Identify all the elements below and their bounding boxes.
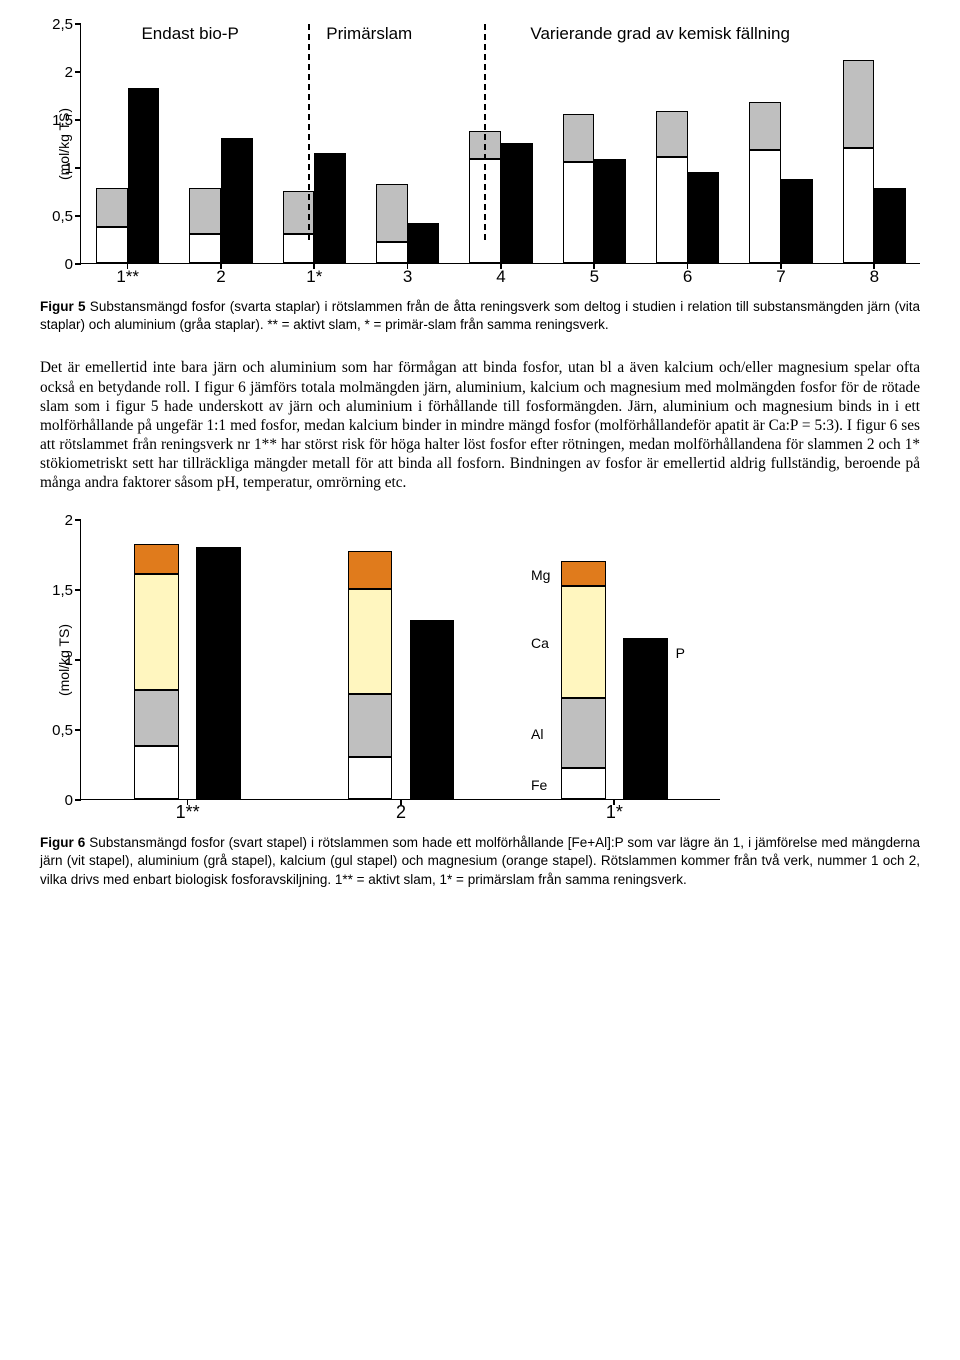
bar-segment — [410, 620, 455, 799]
y-tick-label: 1,5 — [41, 112, 73, 129]
bar-segment — [563, 162, 595, 263]
figure-6-chart: (mol/kg TS) 00,511,521**21*MgCaAlFeP — [80, 520, 720, 800]
y-tick-label: 0 — [41, 792, 73, 809]
chart-annotation: Varierande grad av kemisk fällning — [530, 24, 790, 44]
bar-segment — [314, 153, 346, 263]
bar-segment — [501, 143, 533, 263]
bar-segment — [348, 589, 393, 694]
divider-dashed — [308, 24, 310, 240]
bar-segment — [134, 690, 179, 746]
legend-label: Mg — [531, 567, 550, 583]
y-tick-label: 2 — [41, 512, 73, 529]
bar-segment — [408, 223, 440, 263]
x-tick-label: 1* — [606, 802, 623, 823]
bar-segment — [189, 188, 221, 234]
y-tick-label: 1 — [41, 652, 73, 669]
chart-annotation: Endast bio-P — [141, 24, 238, 44]
bar-segment — [688, 172, 720, 263]
bar-segment — [348, 757, 393, 799]
bar-segment — [561, 586, 606, 698]
x-tick-label: 5 — [590, 267, 599, 287]
figure-6-caption: Figur 6 Substansmängd fosfor (svart stap… — [40, 834, 920, 889]
bar-segment — [189, 234, 221, 263]
bar-segment — [561, 768, 606, 799]
bar-segment — [656, 157, 688, 263]
bar-segment — [376, 242, 408, 263]
y-tick-label: 1,5 — [41, 582, 73, 599]
bar-segment — [96, 227, 128, 263]
legend-label: Ca — [531, 635, 549, 651]
bar-segment — [843, 148, 875, 263]
x-tick-label: 2 — [396, 802, 406, 823]
bar-segment — [656, 111, 688, 157]
bar-segment — [348, 551, 393, 589]
y-tick-label: 0,5 — [41, 208, 73, 225]
y-tick-label: 0 — [41, 256, 73, 273]
legend-label: Fe — [531, 777, 547, 793]
bar-segment — [376, 184, 408, 242]
bar-segment — [128, 88, 160, 263]
bar-segment — [561, 698, 606, 768]
chart2-plot: 00,511,521**21*MgCaAlFeP — [80, 520, 720, 800]
bar-segment — [561, 561, 606, 586]
bar-segment — [781, 179, 813, 263]
x-tick-label: 4 — [496, 267, 505, 287]
bar-segment — [196, 547, 241, 799]
x-tick-label: 1** — [176, 802, 200, 823]
bar-segment — [843, 60, 875, 148]
figure-5-caption: Figur 5 Substansmängd fosfor (svarta sta… — [40, 298, 920, 334]
x-tick-label: 2 — [216, 267, 225, 287]
bar-segment — [134, 574, 179, 690]
bar-segment — [134, 746, 179, 799]
x-tick-label: 8 — [870, 267, 879, 287]
y-tick-label: 2 — [41, 64, 73, 81]
bar-segment — [749, 102, 781, 150]
divider-dashed — [484, 24, 486, 240]
x-tick-label: 6 — [683, 267, 692, 287]
legend-label-p: P — [676, 645, 685, 661]
bar-segment — [134, 544, 179, 573]
bar-segment — [563, 114, 595, 162]
bar-segment — [221, 138, 253, 263]
x-tick-label: 7 — [776, 267, 785, 287]
y-tick-label: 1 — [41, 160, 73, 177]
body-paragraph: Det är emellertid inte bara järn och alu… — [40, 358, 920, 492]
chart1-plot: 00,511,522,51**21*345678Endast bio-PPrim… — [80, 24, 920, 264]
bar-segment — [594, 159, 626, 263]
bar-segment — [749, 150, 781, 263]
chart-annotation: Primärslam — [326, 24, 412, 44]
bar-segment — [96, 188, 128, 226]
bar-segment — [348, 694, 393, 757]
figure-5-chart: (mol/kg TS) 00,511,522,51**21*345678Enda… — [80, 24, 920, 264]
x-tick-label: 1** — [116, 267, 139, 287]
bar-segment — [623, 638, 668, 799]
y-tick-label: 2,5 — [41, 16, 73, 33]
x-tick-label: 3 — [403, 267, 412, 287]
x-tick-label: 1* — [306, 267, 322, 287]
bar-segment — [874, 188, 906, 263]
legend-label: Al — [531, 726, 543, 742]
y-tick-label: 0,5 — [41, 722, 73, 739]
